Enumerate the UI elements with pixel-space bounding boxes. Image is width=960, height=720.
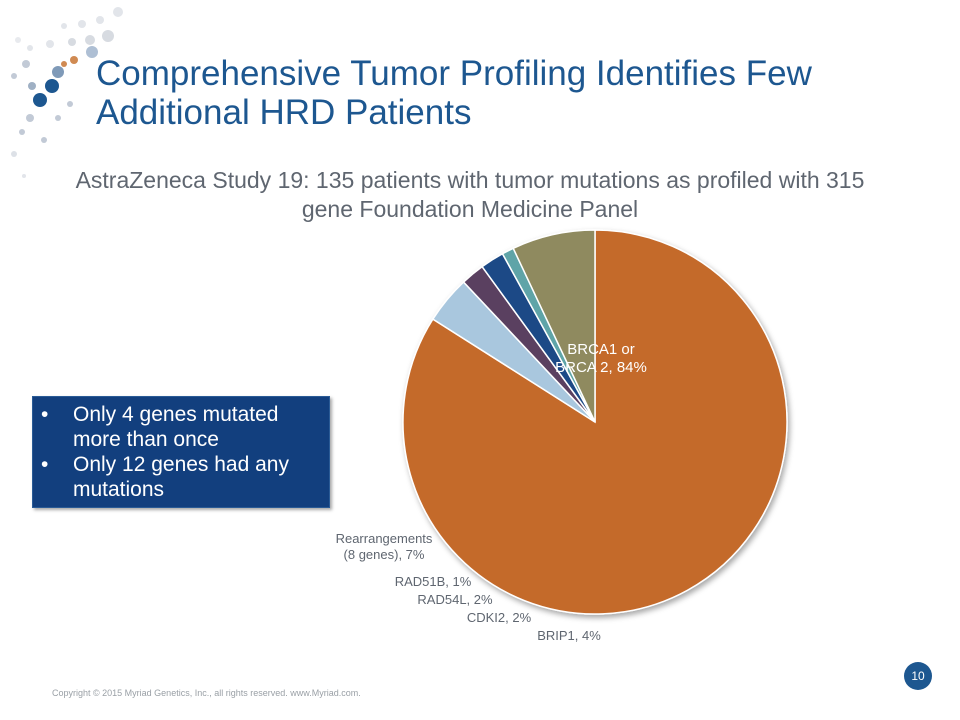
slide-subtitle: AstraZeneca Study 19: 135 patients with … [75,167,865,222]
callout-text: Only 4 genes mutated more than once [73,403,279,451]
callout-item: • Only 12 genes had any mutations [41,452,321,502]
slice-rearrangements [512,229,596,423]
callout-box: • Only 4 genes mutated more than once • On… [32,396,330,508]
label-rad51b: RAD51B, 1% [395,574,472,589]
bullet-icon: • [41,403,49,426]
label-rad54l: RAD54L, 2% [417,592,493,607]
bullet-icon: • [41,453,49,476]
label-rearrangements: Rearrangements (8 genes), 7% [336,531,433,562]
copyright-footer: Copyright © 2015 Myriad Genetics, Inc., … [52,688,361,698]
myriad-logo-dots [11,7,123,178]
callout-item: • Only 4 genes mutated more than once [41,402,321,452]
label-brip1: BRIP1, 4% [537,628,601,643]
slide-title: Comprehensive Tumor Profiling Identifies… [96,54,812,132]
label-cdki2: CDKI2, 2% [467,610,532,625]
callout-text: Only 12 genes had any mutations [73,453,289,501]
page-number-badge: 10 [904,662,932,690]
label-brca: BRCA1 or BRCA 2, 84% [555,341,647,376]
